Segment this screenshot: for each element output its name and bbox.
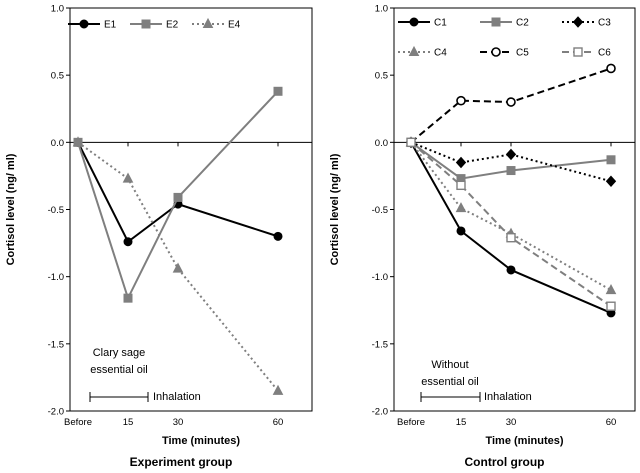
x-tick-label: 30: [173, 417, 184, 428]
inhalation-label: Inhalation: [153, 391, 201, 403]
y-tick-label: -2.0: [372, 407, 388, 418]
series-line-c2: [410, 141, 612, 180]
data-point-e2: [273, 86, 283, 96]
y-tick-label: -1.5: [372, 339, 388, 350]
annotation-line-1: Clary sage: [93, 347, 146, 359]
y-tick-label: -0.5: [48, 205, 64, 216]
y-tick-label: -2.0: [48, 407, 64, 418]
x-tick-label: 60: [273, 417, 284, 428]
legend-label-c3: C3: [598, 18, 611, 29]
series-line-c4: [410, 141, 612, 291]
legend-marker-e4: [202, 17, 214, 28]
group-title: Experiment group: [130, 455, 233, 469]
data-point-c4: [605, 284, 617, 295]
y-tick-label: 0.0: [51, 138, 64, 149]
data-point-c5: [506, 97, 516, 107]
legend-marker-c3: [572, 16, 584, 28]
x-axis-title: Time (minutes): [162, 435, 240, 447]
series-line-c5: [410, 67, 612, 144]
data-point-c6: [506, 233, 516, 243]
data-point-e1: [123, 237, 133, 247]
data-point-e4: [272, 384, 284, 395]
legend-label-e1: E1: [104, 20, 117, 31]
data-point-e4: [172, 262, 184, 273]
y-axis-title: Cortisol level (ng/ ml): [5, 153, 17, 265]
data-point-c1: [506, 265, 516, 275]
data-point-e4: [72, 136, 84, 147]
series-line-c1: [410, 141, 612, 314]
data-point-c3: [455, 156, 467, 169]
data-point-c3: [605, 175, 617, 188]
legend-label-c4: C4: [434, 48, 447, 59]
legend-label-c6: C6: [598, 48, 611, 59]
group-title: Control group: [465, 455, 545, 469]
data-point-c6: [456, 180, 466, 191]
y-tick-label: 1.0: [51, 4, 64, 15]
x-tick-label: Before: [64, 417, 92, 428]
y-tick-label: 0.5: [51, 71, 64, 82]
y-axis-title: Cortisol level (ng/ ml): [329, 153, 341, 265]
x-tick-label: 15: [123, 417, 134, 428]
y-tick-label: 0.5: [375, 71, 388, 82]
y-tick-label: -1.0: [48, 272, 64, 283]
x-axis-title: Time (minutes): [485, 435, 563, 447]
legend-marker-c5: [491, 47, 501, 57]
data-point-c4: [455, 202, 467, 213]
series-line-e1: [77, 141, 279, 244]
series-line-c3: [410, 141, 612, 183]
y-tick-label: 0.0: [375, 138, 388, 149]
legend-marker-c2: [491, 17, 501, 27]
series-line-e4: [77, 141, 279, 392]
y-tick-label: -0.5: [372, 205, 388, 216]
annotation-line-2: essential oil: [421, 376, 478, 388]
legend-marker-c1: [409, 17, 419, 27]
data-point-e4: [122, 172, 134, 183]
data-point-e2: [123, 293, 133, 303]
data-point-e1: [273, 231, 283, 241]
data-point-c2: [506, 166, 516, 176]
legend-label-c2: C2: [516, 18, 529, 29]
data-point-c1: [456, 226, 466, 236]
legend-label-c1: C1: [434, 18, 447, 29]
legend-label-e4: E4: [228, 20, 241, 31]
legend-marker-c6: [573, 47, 583, 57]
inhalation-label: Inhalation: [484, 391, 532, 403]
x-tick-label: 60: [606, 417, 617, 428]
series-line-e2: [77, 90, 279, 301]
legend-label-e2: E2: [166, 20, 179, 31]
plot-area: [393, 7, 636, 412]
data-point-c3: [505, 148, 517, 161]
legend-marker-e1: [79, 19, 89, 29]
data-point-c6: [606, 301, 616, 311]
annotation-line-2: essential oil: [90, 364, 147, 376]
x-tick-label: 30: [506, 417, 517, 428]
x-tick-label: Before: [397, 417, 425, 428]
legend-label-c5: C5: [516, 48, 529, 59]
data-point-c2: [606, 155, 616, 165]
control-group-chart: 1.0 0.5 0.0 -0.5 -1.0 -1.5 -2.0 Before 15 30 60 Cor…: [329, 4, 636, 469]
y-tick-label: -1.5: [48, 339, 64, 350]
data-point-c6: [406, 137, 416, 148]
data-point-c5: [606, 63, 616, 74]
legend-marker-e2: [141, 19, 151, 29]
annotation-line-1: Without: [431, 359, 468, 371]
y-tick-label: -1.0: [372, 272, 388, 283]
data-point-e2: [173, 192, 183, 202]
y-tick-label: 1.0: [375, 4, 388, 15]
legend-marker-c4: [408, 45, 420, 56]
x-tick-label: 15: [456, 417, 467, 428]
series-line-c6: [410, 141, 612, 308]
data-point-c5: [456, 95, 466, 106]
